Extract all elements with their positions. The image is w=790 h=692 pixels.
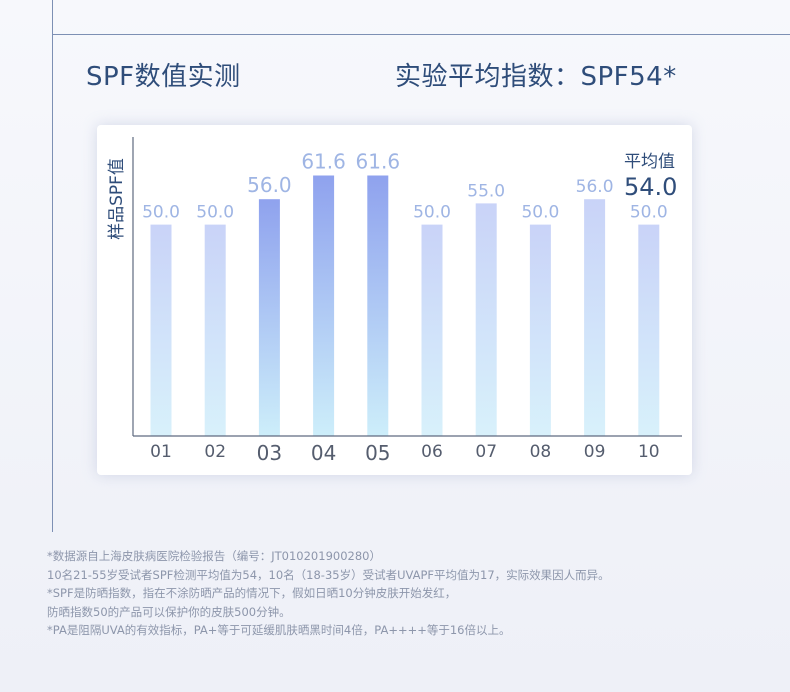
bar-value-label: 61.6: [356, 150, 401, 174]
bar-value-label: 50.0: [196, 203, 234, 223]
x-tick-label: 04: [311, 441, 336, 465]
bar-02: [204, 224, 226, 436]
footnotes: *数据源自上海皮肤病医院检验报告（编号：JT010201900280） 10名2…: [47, 547, 767, 640]
left-divider-line: [52, 0, 53, 532]
x-tick-label: 02: [204, 442, 226, 462]
bar-value-label: 56.0: [576, 177, 614, 197]
page-title: SPF数值实测: [86, 62, 241, 92]
x-tick-label: 08: [530, 442, 552, 462]
x-tick-label: 10: [638, 442, 660, 462]
x-tick-label: 01: [150, 442, 172, 462]
footnote-line: *SPF是防晒指数，指在不涂防晒产品的情况下，假如日晒10分钟皮肤开始发红，: [47, 586, 457, 601]
bar-03: [258, 199, 280, 436]
bar-value-label: 61.6: [301, 150, 346, 174]
footnote-line: 防晒指数50的产品可以保护你的皮肤500分钟。: [47, 604, 291, 619]
x-tick-label: 06: [421, 442, 443, 462]
top-divider-line: [52, 34, 790, 35]
bar-value-label: 50.0: [413, 203, 451, 223]
bar-value-label: 56.0: [247, 173, 292, 197]
bar-value-label: 55.0: [467, 181, 505, 201]
spf-bar-chart: 50.0 01 50.0 02 56.0 03 61.6 04 61.6 05 50.0 06 55.0…: [107, 137, 682, 465]
average-index-heading: 实验平均指数：SPF54*: [395, 62, 677, 92]
footnote-line: *数据源自上海皮肤病医院检验报告（编号：JT010201900280）: [47, 549, 381, 563]
bar-value-label: 50.0: [630, 203, 668, 223]
average-value: 54.0: [624, 173, 677, 201]
x-tick-label: 09: [584, 442, 606, 462]
average-label: 平均值: [624, 152, 675, 172]
bar-09: [584, 199, 606, 436]
bar-04: [313, 175, 335, 436]
chart-card: 50.0 01 50.0 02 56.0 03 61.6 04 61.6 05 50.0 06 55.0…: [97, 125, 692, 475]
x-tick-label: 07: [475, 442, 497, 462]
x-tick-label: 03: [257, 441, 282, 465]
footnote-line: *PA是阻隔UVA的有效指标，PA+等于可延缓肌肤晒黑时间4倍，PA++++等于…: [47, 623, 511, 638]
bar-10: [638, 224, 660, 436]
bar-value-label: 50.0: [521, 203, 559, 223]
bar-08: [529, 224, 551, 436]
footnote-line: 10名21-55岁受试者SPF检测平均值为54，10名（18-35岁）受试者UV…: [47, 567, 610, 582]
x-tick-label: 05: [365, 441, 390, 465]
bar-05: [367, 175, 389, 436]
bar-01: [150, 224, 172, 436]
y-axis-label: 样品SPF值: [107, 158, 127, 240]
bar-06: [421, 224, 443, 436]
bar-07: [475, 203, 497, 436]
bar-value-label: 50.0: [142, 203, 180, 223]
